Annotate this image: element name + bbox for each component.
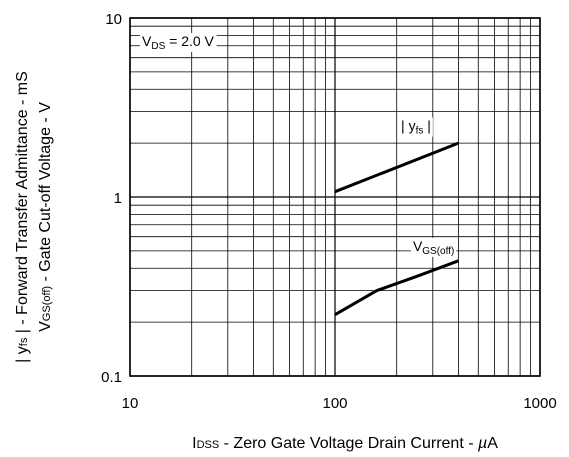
series-line-yfs bbox=[334, 141, 459, 194]
x-axis-label-unit: A bbox=[487, 435, 498, 452]
svg-text:VGS(off): VGS(off) bbox=[413, 238, 454, 257]
x-axis-label-main: I bbox=[192, 435, 196, 452]
y-axis-label-cutoff-main: V bbox=[37, 321, 54, 332]
y-axis-label-admittance: | yfs | - Forward Transfer Admittance - … bbox=[14, 71, 31, 363]
y-axis-label-cutoff-sub: GS(off) bbox=[41, 286, 53, 321]
series-label-yfs-rest: | bbox=[423, 118, 431, 134]
y-axis-label-cutoff-rest: - Gate Cut-off Voltage - V bbox=[37, 102, 54, 286]
y-axis-label-admittance-sub: fs bbox=[18, 337, 30, 346]
y-tick-label: 10 bbox=[105, 11, 122, 28]
y-axis-label-admittance-main: | y bbox=[14, 346, 31, 363]
y-tick-label: 1 bbox=[114, 190, 122, 207]
x-axis-label-unit-symbol: µ bbox=[477, 435, 487, 452]
series-lines bbox=[334, 141, 459, 316]
y-axis-label-cutoff: VGS(off) - Gate Cut-off Voltage - V bbox=[37, 102, 54, 332]
condition-label-sub: DS bbox=[151, 41, 165, 52]
series-label-yfs-main: | y bbox=[401, 118, 416, 134]
series-label-vgsoff: VGS(off) bbox=[410, 237, 457, 257]
series-label-vgsoff-main: V bbox=[413, 238, 423, 254]
series-line-vgsoff bbox=[334, 259, 459, 316]
grid bbox=[129, 17, 541, 377]
condition-label-main: V bbox=[142, 33, 152, 49]
y-axis-label-admittance-rest: | - Forward Transfer Admittance - mS bbox=[14, 71, 31, 337]
series-label-yfs-sub: fs bbox=[416, 126, 424, 137]
plot-area bbox=[129, 17, 541, 377]
x-tick-label: 100 bbox=[322, 395, 347, 412]
svg-text:| yfs |: | yfs | bbox=[401, 118, 431, 137]
series-label-yfs: | yfs | bbox=[399, 117, 433, 137]
svg-text:VDS = 2.0 V: VDS = 2.0 V bbox=[142, 33, 215, 52]
series-label-vgsoff-sub: GS(off) bbox=[422, 246, 454, 257]
x-tick-label: 1000 bbox=[523, 395, 556, 412]
x-axis-label: IDSS - Zero Gate Voltage Drain Current -… bbox=[192, 435, 498, 452]
x-axis-label-rest: - Zero Gate Voltage Drain Current - bbox=[219, 435, 478, 452]
condition-label: VDS = 2.0 V bbox=[140, 33, 217, 52]
condition-label-rest: = 2.0 V bbox=[165, 33, 214, 49]
x-axis-label-sub: DSS bbox=[197, 439, 220, 451]
tick-labels: 10 100 1000 0.1 1 10 bbox=[101, 11, 557, 412]
x-tick-label: 10 bbox=[122, 395, 139, 412]
y-tick-label: 0.1 bbox=[101, 369, 122, 386]
